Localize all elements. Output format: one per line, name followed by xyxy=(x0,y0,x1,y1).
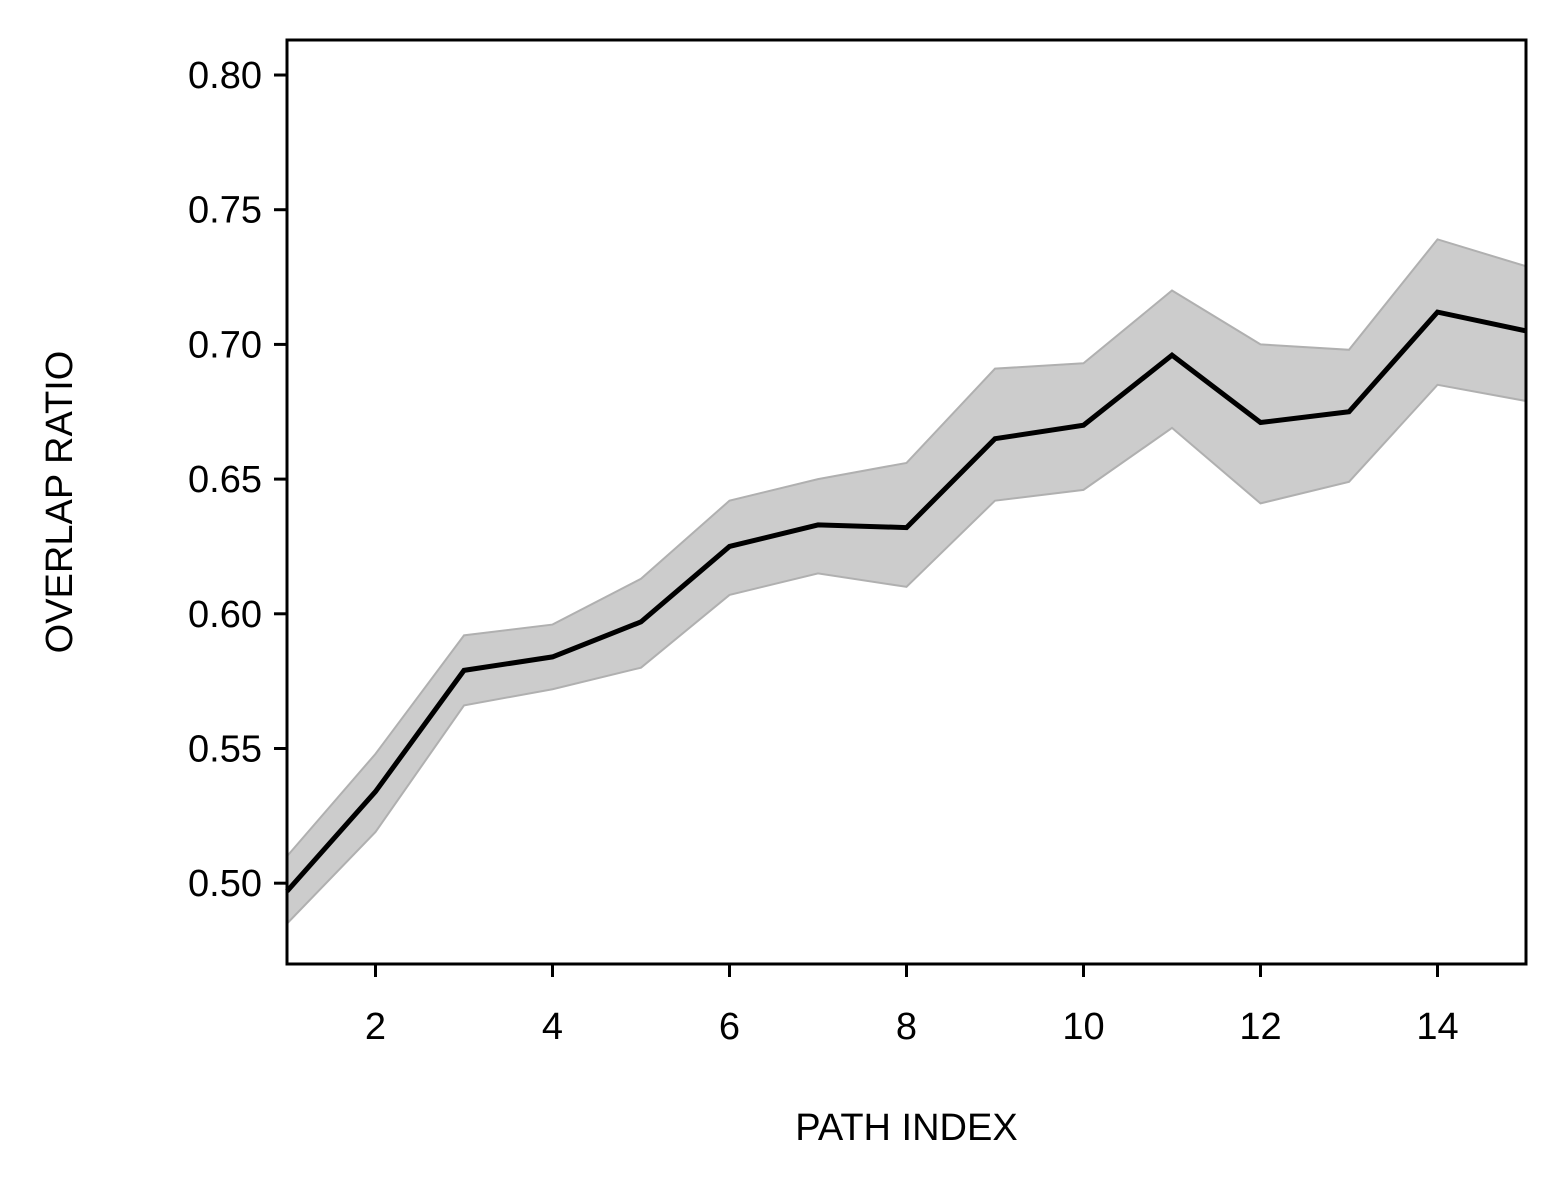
x-tick-label: 8 xyxy=(896,1006,917,1048)
y-tick-label: 0.55 xyxy=(188,728,262,770)
y-tick-label: 0.65 xyxy=(188,459,262,501)
x-tick-label: 12 xyxy=(1239,1006,1281,1048)
line-layer xyxy=(285,309,1527,893)
y-axis-ticks: 0.50 0.55 0.60 0.65 0.70 0.75 0.80 xyxy=(188,55,287,905)
y-tick-label: 0.80 xyxy=(188,55,262,97)
y-tick-label: 0.60 xyxy=(188,594,262,636)
x-axis-ticks: 2 4 6 8 10 12 14 xyxy=(365,964,1459,1048)
y-tick-label: 0.75 xyxy=(188,190,262,232)
x-axis-label: PATH INDEX xyxy=(795,1107,1017,1149)
x-tick-label: 14 xyxy=(1416,1006,1458,1048)
x-tick-label: 2 xyxy=(365,1006,386,1048)
confidence-band xyxy=(286,238,1527,927)
series-line xyxy=(285,309,1527,893)
x-tick-label: 10 xyxy=(1062,1006,1104,1048)
y-tick-label: 0.50 xyxy=(188,863,262,905)
y-tick-label: 0.70 xyxy=(188,324,262,366)
y-axis-label: OVERLAP RATIO xyxy=(39,351,81,654)
x-tick-label: 4 xyxy=(542,1006,563,1048)
x-tick-label: 6 xyxy=(719,1006,740,1048)
band-layer xyxy=(286,238,1527,927)
